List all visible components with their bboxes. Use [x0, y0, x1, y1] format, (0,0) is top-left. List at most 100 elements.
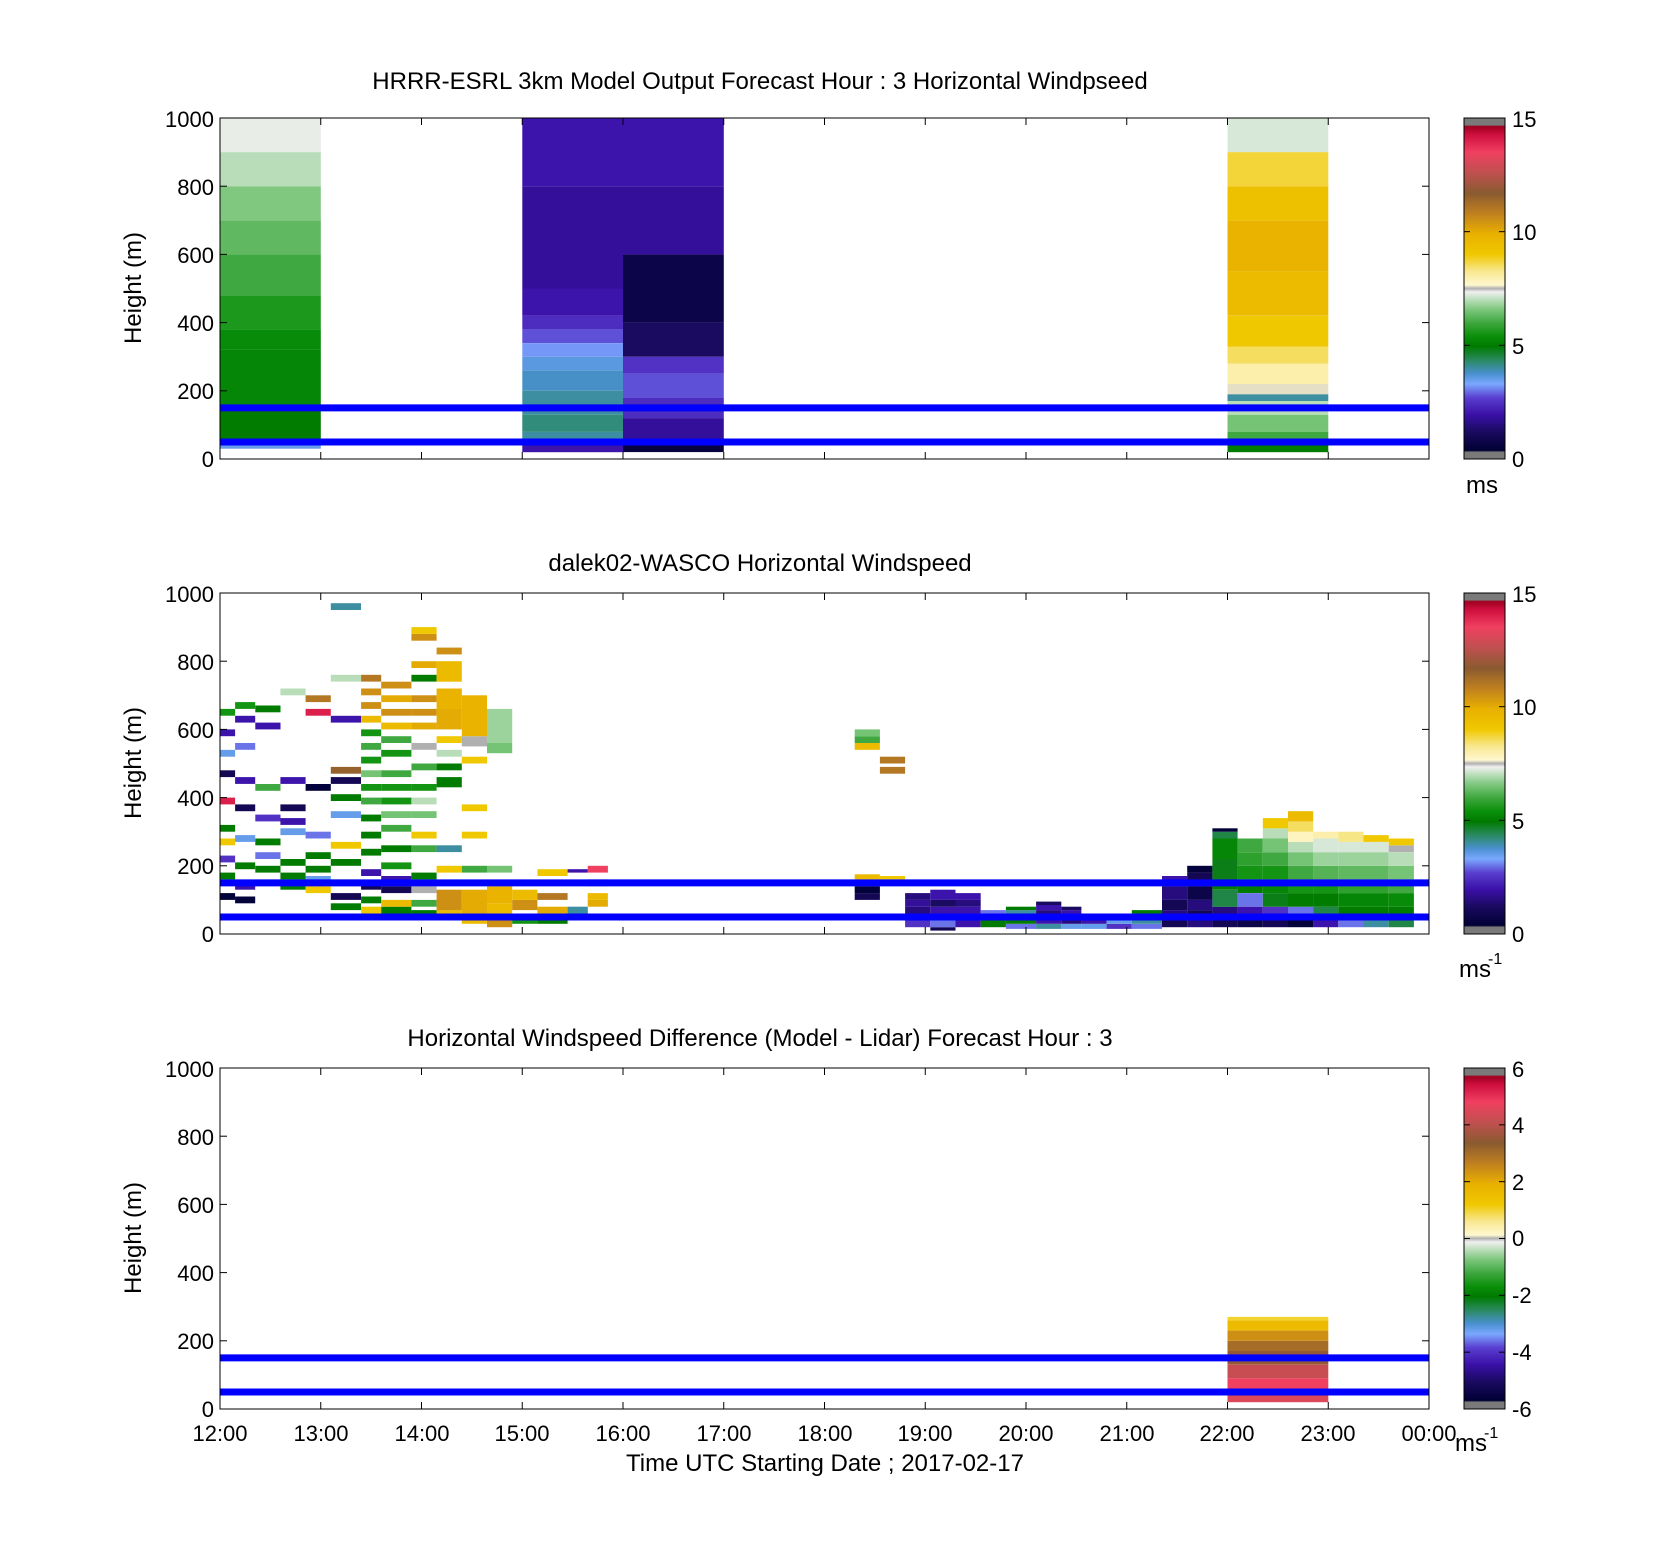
cell-p1-c37-4 — [1388, 865, 1414, 880]
cell-p1-c34-5 — [1313, 852, 1339, 866]
cell-p1-c9-10 — [436, 661, 462, 682]
cell-p1-c11-4 — [487, 743, 513, 754]
cell-p2-c0-7 — [1227, 1316, 1329, 1321]
panel-model-colorbar-gradient — [1464, 118, 1505, 459]
cell-p1-c8-4 — [411, 845, 437, 853]
panel-model-ytick-200: 200 — [177, 379, 214, 404]
cell-p0-c3-6 — [1227, 363, 1329, 384]
panel-model-cells — [220, 118, 1329, 453]
panel-lidar-cbar-tick-10: 10 — [1512, 695, 1536, 720]
cell-p1-c7-15 — [381, 695, 412, 703]
panel-difference-colorbar-unit: ms — [1455, 1430, 1487, 1457]
cell-p1-c8-6 — [411, 811, 437, 818]
xtick-15-00: 15:00 — [494, 1421, 549, 1446]
cell-p1-c6-7 — [361, 797, 382, 805]
panel-difference-colorbar-gradient — [1464, 1068, 1505, 1409]
cell-p1-c8-13 — [411, 695, 437, 703]
panel-lidar-ytick-600: 600 — [177, 718, 214, 743]
cell-p1-c7-4 — [381, 862, 412, 870]
cell-p1-c6-13 — [361, 715, 382, 723]
cell-p1-c19-0 — [930, 927, 956, 931]
cell-p1-c4-0 — [305, 886, 331, 894]
cell-p1-c35-0 — [1338, 920, 1364, 928]
panel-difference-x-tick-labels: 12:00 13:00 14:00 15:00 16:00 17:00 18:0… — [192, 1421, 1456, 1446]
cell-p0-c3-13 — [1227, 118, 1329, 153]
cell-p1-c37-6 — [1388, 845, 1414, 853]
cell-p1-c5-8 — [330, 766, 361, 774]
cell-p1-c3-7 — [280, 688, 306, 696]
cell-p1-c9-6 — [436, 749, 462, 757]
cell-p0-c3-0 — [1227, 445, 1329, 453]
cell-p1-c29-3 — [1187, 886, 1213, 900]
cell-p1-c28-0 — [1162, 920, 1188, 928]
cell-p0-c2-6 — [623, 254, 724, 323]
panel-model-reference-lines — [220, 404, 1429, 446]
cell-p0-c1-4 — [522, 370, 624, 391]
xtick-18-00: 18:00 — [797, 1421, 852, 1446]
cell-p1-c3-3 — [280, 828, 306, 836]
panel-lidar-ticks — [219, 592, 1430, 935]
cell-p1-c7-7 — [381, 811, 412, 818]
panel-model-colorbar-unit: ms — [1466, 472, 1498, 499]
cell-p1-c15-3 — [587, 865, 608, 873]
cell-p1-c8-12 — [411, 708, 437, 716]
cell-p1-c6-14 — [361, 702, 382, 709]
cell-p1-c12-1 — [512, 899, 538, 911]
cell-p1-c30-5 — [1212, 838, 1238, 859]
panel-model-ytick-600: 600 — [177, 243, 214, 268]
cell-p1-c32-2 — [1262, 893, 1288, 907]
cell-p1-c30-7 — [1212, 828, 1238, 832]
cell-p1-c11-2 — [487, 886, 513, 904]
panel-model-ticks — [219, 117, 1430, 460]
cell-p1-c18-3 — [905, 899, 931, 907]
cell-p1-c33-2 — [1288, 893, 1314, 907]
xtick-23-00: 23:00 — [1300, 1421, 1355, 1446]
cell-p1-c8-1 — [411, 899, 437, 907]
cell-p0-c1-9 — [522, 288, 624, 316]
cell-p1-c2-6 — [255, 722, 281, 730]
cell-p0-c1-8 — [522, 315, 624, 330]
panel-model-cbar-tick-10: 10 — [1512, 220, 1536, 245]
cell-p1-c1-6 — [235, 743, 256, 750]
panel-difference-ticks — [219, 1067, 1430, 1410]
cell-p1-c33-6 — [1288, 841, 1314, 853]
cell-p1-c29-2 — [1187, 899, 1213, 911]
cell-p1-c2-3 — [255, 838, 281, 846]
cell-p1-c8-2 — [411, 886, 437, 894]
cell-p1-c30-6 — [1212, 831, 1238, 839]
cell-p1-c5-3 — [330, 859, 361, 866]
cell-p1-c34-6 — [1313, 838, 1339, 853]
cell-p1-c18-0 — [905, 920, 931, 928]
cell-p0-c2-3 — [623, 373, 724, 398]
xtick-00-00: 00:00 — [1401, 1421, 1456, 1446]
cell-p1-c37-7 — [1388, 838, 1414, 846]
cell-p1-c18-4 — [905, 893, 931, 900]
panel-model-ytick-400: 400 — [177, 311, 214, 336]
cell-p1-c13-3 — [537, 869, 568, 876]
cell-p1-c36-5 — [1363, 852, 1389, 866]
cell-p0-c1-0 — [522, 445, 624, 453]
cell-p1-c6-15 — [361, 688, 382, 696]
cell-p1-c0-7 — [220, 749, 236, 757]
panel-model-ytick-1000: 1000 — [165, 107, 214, 132]
cell-p1-c7-5 — [381, 845, 412, 853]
cell-p1-c34-2 — [1313, 893, 1339, 907]
cell-p1-c8-9 — [411, 763, 437, 771]
cell-p0-c0-5 — [220, 254, 321, 296]
cell-p1-c28-2 — [1162, 899, 1188, 911]
panel-model-ytick-800: 800 — [177, 175, 214, 200]
cell-p0-c0-1 — [220, 407, 321, 442]
cell-p1-c0-1 — [220, 872, 236, 880]
cell-p1-c5-5 — [330, 811, 361, 818]
cell-p0-c1-7 — [522, 329, 624, 343]
cell-p1-c15-0 — [587, 899, 608, 907]
panel-model-y-axis-label: Height (m) — [120, 232, 147, 344]
cell-p1-c34-7 — [1313, 831, 1339, 839]
cell-p1-c7-13 — [381, 722, 412, 730]
cell-p0-c0-3 — [220, 329, 321, 350]
cell-p1-c7-2 — [381, 886, 412, 894]
cell-p1-c23-3 — [1036, 905, 1062, 911]
cell-p0-c0-7 — [220, 186, 321, 221]
cell-p1-c3-5 — [280, 804, 306, 812]
cell-p1-c35-2 — [1338, 893, 1364, 907]
